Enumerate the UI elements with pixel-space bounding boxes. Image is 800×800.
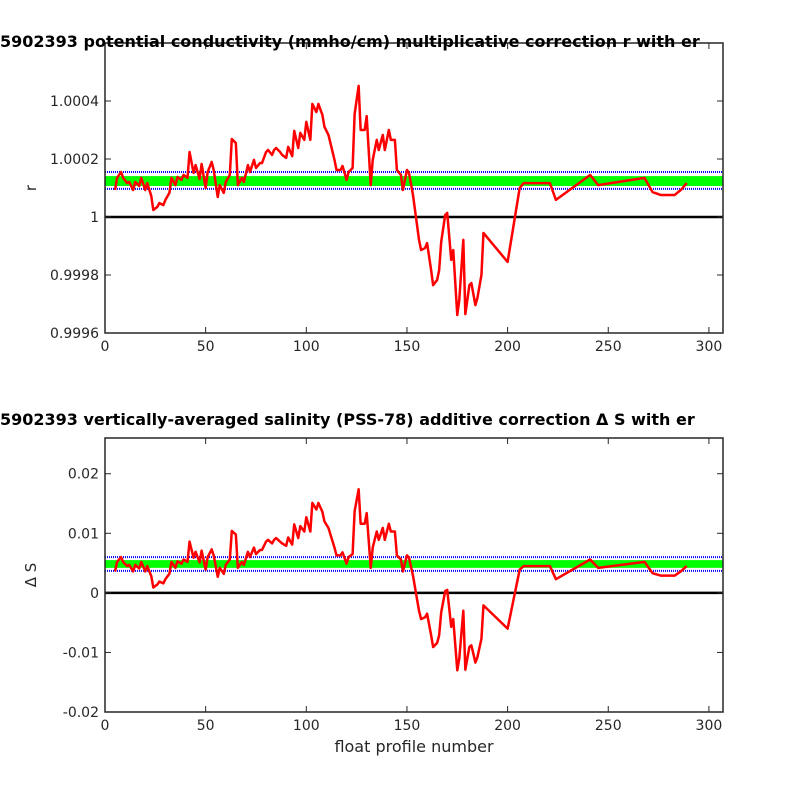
y-tick-label: 0.01 [68, 526, 99, 542]
x-tick-label: 50 [197, 718, 215, 734]
data-line [113, 84, 688, 317]
axes-box [104, 437, 724, 713]
y-tick-label: 0 [90, 586, 99, 602]
x-tick-label: 50 [197, 339, 215, 355]
y-tick-label: 1.0004 [50, 94, 99, 110]
error-band [105, 176, 723, 186]
x-tick-label: 150 [394, 718, 421, 734]
x-tick-label: 250 [595, 718, 622, 734]
x-tick-label: 300 [696, 339, 723, 355]
y-tick-label: 0.9996 [50, 326, 99, 342]
x-tick-label: 100 [293, 718, 320, 734]
y-axis-label: Δ S [22, 563, 40, 588]
data-line [113, 487, 688, 672]
y-tick-label: -0.01 [63, 645, 99, 661]
x-tick-label: 300 [696, 718, 723, 734]
x-tick-label: 0 [101, 339, 110, 355]
chart-title: 5902393 vertically-averaged salinity (PS… [0, 410, 695, 429]
y-tick-label: 1 [90, 210, 99, 226]
x-tick-label: 200 [494, 718, 521, 734]
chart-title: 5902393 potential conductivity (mmho/cm)… [0, 32, 700, 51]
x-axis-label: float profile number [334, 737, 494, 756]
x-tick-label: 100 [293, 339, 320, 355]
x-tick-label: 200 [494, 339, 521, 355]
error-band [105, 560, 723, 568]
x-tick-label: 150 [394, 339, 421, 355]
x-tick-label: 250 [595, 339, 622, 355]
y-tick-label: 0.02 [68, 467, 99, 483]
axes-box [104, 42, 724, 334]
y-axis-label: r [22, 184, 40, 191]
y-tick-label: 0.9998 [50, 268, 99, 284]
y-tick-label: -0.02 [63, 705, 99, 721]
x-tick-label: 0 [101, 718, 110, 734]
y-tick-label: 1.0002 [50, 152, 99, 168]
